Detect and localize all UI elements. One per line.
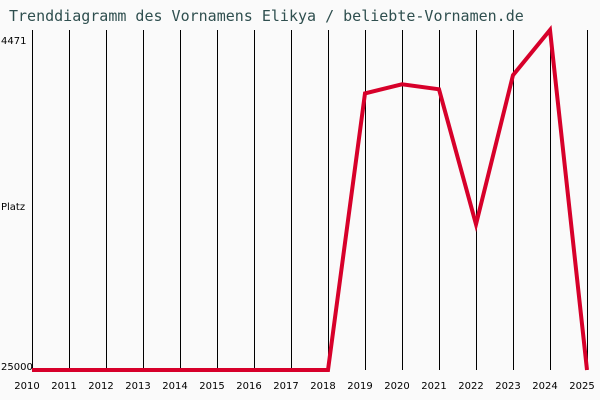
x-tick-label: 2014 bbox=[162, 381, 188, 392]
x-tick-label: 2024 bbox=[532, 381, 558, 392]
y-axis-label: Platz bbox=[1, 202, 26, 213]
x-tick-label: 2016 bbox=[236, 381, 262, 392]
x-tick-label: 2010 bbox=[14, 381, 40, 392]
x-tick-label: 2013 bbox=[125, 381, 151, 392]
x-tick-label: 2019 bbox=[347, 381, 373, 392]
x-tick-label: 2021 bbox=[421, 381, 447, 392]
x-tick-label: 2015 bbox=[199, 381, 225, 392]
chart-title: Trenddiagramm des Vornamens Elikya / bel… bbox=[9, 7, 524, 25]
x-tick-label: 2017 bbox=[273, 381, 299, 392]
series-line bbox=[32, 25, 589, 372]
x-tick-label: 2011 bbox=[51, 381, 77, 392]
x-tick-label: 2012 bbox=[88, 381, 114, 392]
x-tick-label: 2020 bbox=[384, 381, 410, 392]
x-tick-label: 2025 bbox=[569, 381, 595, 392]
x-tick-label: 2018 bbox=[310, 381, 336, 392]
y-axis-top-label: 4471 bbox=[1, 36, 27, 47]
x-tick-label: 2023 bbox=[495, 381, 521, 392]
x-tick-label: 2022 bbox=[458, 381, 484, 392]
y-axis-bottom-label: 25000 bbox=[1, 362, 33, 373]
